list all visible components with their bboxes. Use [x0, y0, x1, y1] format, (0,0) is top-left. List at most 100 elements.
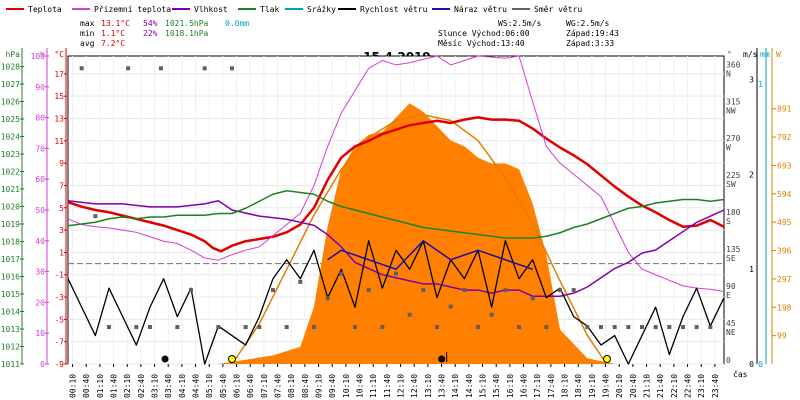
x-tick-label: 22:10 — [670, 374, 679, 398]
wind-dir-point — [366, 288, 371, 293]
axis-unit-temperature: °C — [54, 50, 64, 59]
wind-dir-tick-label: 0 — [726, 356, 731, 365]
wind-dir-point — [462, 288, 467, 293]
x-tick-label: 00:10 — [69, 374, 78, 398]
wind-dir-point — [353, 325, 357, 330]
axis-tick-label: 11 — [54, 137, 64, 146]
wind-dir-tick-label: 315 — [726, 97, 741, 106]
x-tick-label: 10:40 — [356, 374, 365, 398]
axis-tick-label: 10 — [35, 329, 45, 338]
stats-panel: max 13.1°C 54% 1021.5hPa 0.0mm min 1.1°C… — [80, 19, 619, 48]
wind-dir-point — [517, 325, 521, 330]
axis-tick-label: 1016 — [1, 273, 20, 282]
axis-tick-label: 1018 — [1, 238, 20, 247]
x-axis: 00:10 00:40 01:10 01:40 02:10 02:40 03:10 03:40… — [69, 364, 720, 398]
wind-dir-point — [489, 312, 494, 317]
axis-tick-label: 1024 — [1, 133, 20, 142]
axis-tick-label: 1014 — [1, 308, 20, 317]
stats-min-press: 1018.1hPa — [165, 29, 209, 38]
x-tick-label: 12:40 — [410, 374, 419, 398]
axis-tick-label: 9 — [59, 159, 64, 168]
x-tick-label: 08:10 — [287, 374, 296, 398]
x-tick-label: 17:40 — [547, 374, 556, 398]
wind-dir-point — [640, 325, 644, 330]
series-line — [67, 55, 725, 292]
x-tick-label: 03:10 — [151, 374, 160, 398]
axis-tick-label: 1013 — [1, 325, 20, 334]
axis-unit-solar: W — [776, 50, 781, 59]
solar-tick-label: 693 — [777, 161, 792, 170]
x-tick-label: 01:40 — [110, 374, 119, 398]
stats-max-temp: 13.1°C — [101, 19, 130, 28]
wind-dir-tick-label: 90 — [726, 282, 736, 291]
axis-tick-label: 1026 — [1, 98, 20, 107]
x-tick-label: 02:10 — [123, 374, 132, 398]
axis-tick-label: 30 — [35, 268, 45, 277]
axis-tick-label: 1028 — [1, 63, 20, 72]
axis-unit-humidity: % — [40, 50, 45, 59]
solar-tick-label: 792 — [777, 133, 792, 142]
x-tick-label: 01:10 — [96, 374, 105, 398]
stats-max-hum: 54% — [143, 19, 158, 28]
axis-tick-label: 1017 — [1, 255, 20, 264]
axis-tick-label: 1020 — [1, 203, 20, 212]
wind-dir-point — [312, 325, 316, 330]
stats-moon: Měsíc Východ:13:40 — [438, 39, 525, 48]
wind-dir-point — [394, 271, 398, 276]
axis-tick-label: -3 — [54, 293, 64, 302]
axis-tick-label: 60 — [35, 175, 45, 184]
x-tick-label: 23:10 — [697, 374, 706, 398]
wind-dir-point — [626, 325, 631, 330]
axis-tick-label: -1 — [54, 271, 64, 280]
legend: Teplota Přízemní teplota Vlhkost Tlak Srážky… — [6, 5, 582, 14]
x-axis-label: čas — [733, 369, 748, 379]
x-tick-label: 07:40 — [274, 374, 283, 398]
wind-dir-compass-label: S — [726, 217, 731, 226]
x-tick-label: 07:10 — [260, 374, 269, 398]
left-axes: hPa1011101210131014101510161017101810191… — [1, 48, 68, 369]
right-axes: °045NE90E135SE180S225SW270W315NW360Nm/s0… — [726, 48, 792, 369]
axis-tick-label: 5 — [59, 204, 64, 213]
wind-dir-point — [380, 325, 385, 330]
axis-tick-label: 1022 — [1, 168, 20, 177]
wind-dir-tick-label: 270 — [726, 134, 741, 143]
x-tick-label: 05:40 — [219, 374, 228, 398]
series-line — [67, 240, 725, 365]
axis-tick-label: 90 — [35, 83, 45, 92]
wind-dir-tick-label: 135 — [726, 245, 741, 254]
x-tick-label: 20:10 — [615, 374, 624, 398]
wind-dir-point — [257, 325, 262, 330]
wind-dir-point — [126, 66, 131, 71]
axis-tick-label: 80 — [35, 114, 45, 123]
x-tick-label: 14:40 — [465, 374, 474, 398]
wind-dir-tick-label: 180 — [726, 208, 741, 217]
x-tick-label: 10:10 — [342, 374, 351, 398]
series-lines — [67, 55, 725, 365]
moonset-marker — [161, 355, 169, 363]
legend-label: Přízemní teplota — [94, 5, 171, 14]
wind-dir-compass-label: SW — [726, 180, 736, 189]
axis-tick-label: 7 — [59, 181, 64, 190]
x-tick-label: 18:10 — [561, 374, 570, 398]
axis-tick-label: 1025 — [1, 115, 20, 124]
legend-label: Rychlost větru — [360, 5, 428, 14]
axis-tick-label: 17 — [54, 70, 64, 79]
x-tick-label: 19:40 — [602, 374, 611, 398]
sun-moon-markers — [161, 352, 612, 363]
rain-tick-label: 1 — [758, 80, 763, 89]
solar-tick-label: 297 — [777, 275, 792, 284]
wind-dir-point — [708, 325, 713, 330]
solar-tick-label: 594 — [777, 190, 792, 199]
legend-label: Teplota — [28, 5, 62, 14]
stats-min-label: min — [80, 29, 95, 38]
series-line — [327, 240, 533, 270]
x-tick-label: 21:10 — [643, 374, 652, 398]
legend-label: Tlak — [260, 5, 279, 14]
axis-tick-label: 40 — [35, 237, 45, 246]
axis-tick-label: 1019 — [1, 220, 20, 229]
stats-min-hum: 22% — [143, 29, 158, 38]
x-tick-label: 22:40 — [684, 374, 693, 398]
solar-area — [218, 103, 615, 365]
axis-tick-label: 70 — [35, 144, 45, 153]
x-tick-label: 12:10 — [397, 374, 406, 398]
